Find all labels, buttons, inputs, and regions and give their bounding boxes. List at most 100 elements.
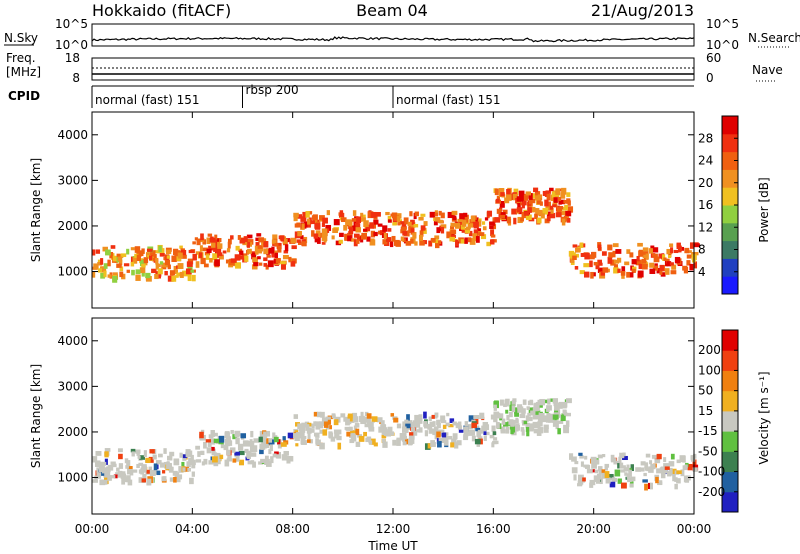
echo-cell [319, 215, 325, 221]
echo-cell [557, 428, 561, 435]
echo-cell [284, 244, 289, 252]
echo-cell [407, 420, 413, 427]
echo-cell [580, 252, 586, 257]
echo-cell [347, 413, 353, 419]
echo-cell [642, 479, 648, 483]
echo-cell [546, 413, 551, 417]
echo-cell [561, 402, 567, 409]
echo-cell [606, 268, 610, 273]
echo-cell [173, 476, 177, 483]
echo-cell [204, 251, 211, 256]
echo-cell [263, 263, 268, 267]
echo-cell [493, 401, 500, 409]
echo-cell [686, 254, 692, 259]
echo-cell [97, 261, 103, 266]
echo-cell [343, 224, 348, 231]
echo-cell [272, 234, 278, 241]
echo-cell [148, 456, 154, 463]
echo-cell [475, 236, 480, 243]
echo-cell [566, 192, 571, 197]
echo-cell [602, 267, 609, 273]
echo-cell [272, 432, 276, 440]
echo-cell [139, 455, 145, 460]
echo-cell [404, 237, 408, 244]
echo-cell [493, 418, 498, 423]
echo-cell [104, 448, 111, 452]
echo-cell [659, 268, 663, 275]
echo-cell [206, 248, 212, 254]
echo-cell [613, 460, 620, 465]
echo-cell [387, 228, 392, 232]
echo-cell [347, 235, 352, 242]
echo-cell [513, 217, 517, 225]
echo-cell [582, 477, 586, 482]
echo-cell [120, 253, 127, 258]
echo-cell [263, 443, 270, 449]
echo-cell [217, 243, 223, 249]
echo-cell [547, 398, 551, 405]
echo-cell [113, 474, 118, 479]
colorbar-segment [722, 258, 738, 277]
y-tick-label: 4000 [57, 128, 88, 142]
echo-cell [505, 398, 510, 405]
echo-cell [136, 254, 141, 261]
echo-cell [594, 469, 598, 474]
echo-cell [414, 211, 419, 217]
echo-cell [474, 217, 479, 223]
x-tick-label: 00:00 [75, 522, 110, 536]
echo-cell [597, 244, 602, 251]
echo-cell [177, 263, 184, 270]
echo-cell [145, 275, 152, 282]
echo-cell [424, 430, 429, 437]
echo-cell [599, 478, 603, 485]
echo-cell [196, 238, 201, 246]
echo-cell [600, 271, 605, 276]
echo-cell [650, 463, 656, 470]
echo-cell [584, 455, 588, 460]
echo-cell [392, 439, 397, 446]
echo-cell [686, 260, 691, 266]
echo-cell [266, 254, 271, 258]
colorbar-segment [722, 240, 738, 259]
echo-cell [670, 247, 674, 254]
echo-cell [502, 209, 508, 215]
echo-cell [610, 259, 616, 266]
echo-cell [257, 256, 261, 260]
colorbar-segment [722, 491, 738, 513]
echo-cell [676, 459, 681, 464]
echo-cell [355, 227, 361, 233]
echo-cell [226, 436, 231, 443]
echo-cell [555, 188, 561, 195]
echo-cell [620, 270, 626, 276]
echo-cell [543, 428, 549, 433]
echo-cell [202, 247, 209, 252]
echo-cell [483, 431, 487, 436]
echo-cell [227, 241, 231, 249]
echo-cell [495, 422, 500, 429]
echo-cell [213, 245, 219, 252]
echo-cell [545, 205, 551, 211]
echo-cell [265, 430, 271, 437]
echo-cell [387, 426, 393, 433]
colorbar-tick-label: 16 [698, 198, 713, 212]
echo-cell [375, 212, 381, 217]
echo-cell [692, 467, 698, 472]
echo-cell [258, 237, 265, 243]
echo-cell [460, 224, 466, 230]
echo-cell [540, 213, 545, 219]
echo-cell [659, 264, 664, 271]
echo-cell [569, 453, 574, 460]
echo-cell [491, 442, 495, 448]
echo-cell [163, 448, 167, 454]
echo-cell [185, 451, 190, 458]
echo-cell [533, 187, 539, 193]
echo-cell [153, 254, 157, 260]
echo-cell [363, 220, 369, 227]
echo-cell [655, 476, 659, 484]
echo-cell [456, 440, 462, 446]
echo-cell [152, 454, 157, 460]
echo-cell [145, 275, 149, 281]
echo-cell [492, 440, 499, 445]
echo-cell [667, 254, 672, 258]
colorbar-segment [722, 276, 738, 295]
